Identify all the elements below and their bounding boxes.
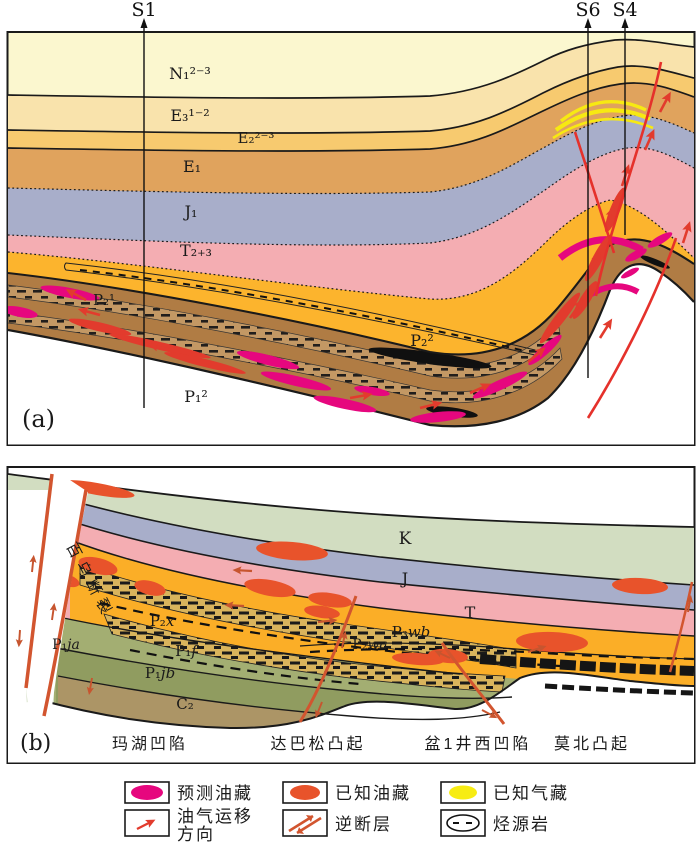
layer-boundaries-b (8, 473, 694, 730)
layer-boundaries-a (8, 38, 694, 428)
label-n1: N₁²⁻³ (169, 64, 211, 83)
fault-a2 (586, 237, 678, 419)
label-p2wa: P₂wa (352, 637, 387, 653)
label-e3: E₃¹⁻² (170, 106, 209, 125)
legend-item-source-rock: 烃源岩 (440, 809, 550, 837)
known-oil-swatch-icon (290, 785, 320, 800)
base-white (8, 672, 694, 763)
unit-dabasong: 达巴松凸起 (270, 735, 365, 753)
legend-label-reverse-fault: 逆断层 (335, 815, 392, 834)
legend-item-known-gas: 已知气藏 (440, 781, 569, 804)
basement-white (8, 264, 694, 445)
panel-b-section: 百乌断裂 (8, 473, 694, 763)
well-s6-label: S6 (575, 0, 600, 21)
legend-label-source-rock: 烃源岩 (493, 815, 550, 834)
source-rock-icon (446, 814, 480, 832)
legend-label-migration-2: 方向 (177, 825, 215, 844)
fault-a1 (594, 61, 663, 297)
fault-a3 (573, 131, 616, 254)
legend-item-migration: 油气运移 方向 (124, 807, 253, 844)
gas-reservoir-arcs (552, 99, 654, 140)
faults-b (24, 473, 694, 725)
well-s1-label: S1 (131, 0, 156, 21)
unit-pen1west: 盆1井西凹陷 (425, 735, 532, 753)
label-p3wb: P₃wb (392, 623, 431, 641)
label-t23: T₂₊₃ (180, 241, 212, 260)
fault-pen1 (440, 642, 506, 725)
panel-a-tag: (a) (22, 405, 55, 433)
legend-item-predicted-oil: 预测油藏 (124, 781, 253, 804)
panel-a: S1 S6 S4 N₁²⁻³ E₃¹⁻² E₂²⁻³ E₁ J₁ T₂₊₃ P₂… (6, 0, 696, 446)
well-heads (140, 18, 629, 32)
label-p22: P₂² (410, 331, 434, 350)
label-t: T (465, 603, 476, 622)
fault-dabasong (298, 595, 358, 723)
legend-label-predicted-oil: 预测油藏 (177, 784, 253, 803)
well-s4-label: S4 (612, 0, 637, 21)
fault-baiwu-1 (24, 473, 54, 689)
label-e2: E₂²⁻³ (238, 129, 275, 147)
predicted-oil-swatch-icon (131, 785, 163, 800)
label-p21: P₂¹ (93, 291, 115, 309)
label-p2x: P₂x (150, 612, 175, 630)
unit-mahu: 玛湖凹陷 (112, 735, 188, 753)
legend-label-known-oil: 已知油藏 (335, 784, 411, 803)
label-p12: P₁² (184, 387, 208, 406)
label-p1f: P₁f (175, 642, 199, 660)
fault-baiwu-2 (42, 489, 88, 717)
well-bores (143, 32, 626, 408)
legend-label-migration-1: 油气运移 (177, 807, 253, 826)
known-oil-reservoirs-b (42, 480, 668, 666)
legend: 预测油藏 已知油藏 已知气藏 油气运移 方向 (124, 781, 569, 844)
white-left-of-fault (8, 490, 48, 763)
fault-zone-left (26, 474, 88, 722)
known-gas-swatch-icon (449, 785, 477, 800)
unit-mobei: 莫北凸起 (554, 735, 630, 753)
panel-a-section (8, 32, 694, 445)
label-p1ja: P₁ja (52, 637, 80, 653)
label-j1: J₁ (183, 202, 198, 221)
legend-item-known-oil: 已知油藏 (282, 781, 411, 804)
label-k: K (399, 529, 412, 549)
fault-mobei (668, 581, 694, 673)
label-e1: E₁ (183, 157, 201, 176)
label-j: J (400, 569, 408, 588)
reverse-fault-icon (288, 814, 322, 835)
panel-b: 百乌断裂 K J T P₃wb P₂wa P₂x P₁f P₁ja P₁jb C… (6, 466, 696, 764)
legend-label-known-gas: 已知气藏 (493, 784, 569, 803)
label-c2: C₂ (176, 695, 194, 713)
legend-item-reverse-fault: 逆断层 (282, 809, 392, 837)
faults-a (573, 61, 678, 419)
panel-b-tag: (b) (20, 731, 51, 756)
label-p1jb: P₁jb (145, 664, 175, 682)
